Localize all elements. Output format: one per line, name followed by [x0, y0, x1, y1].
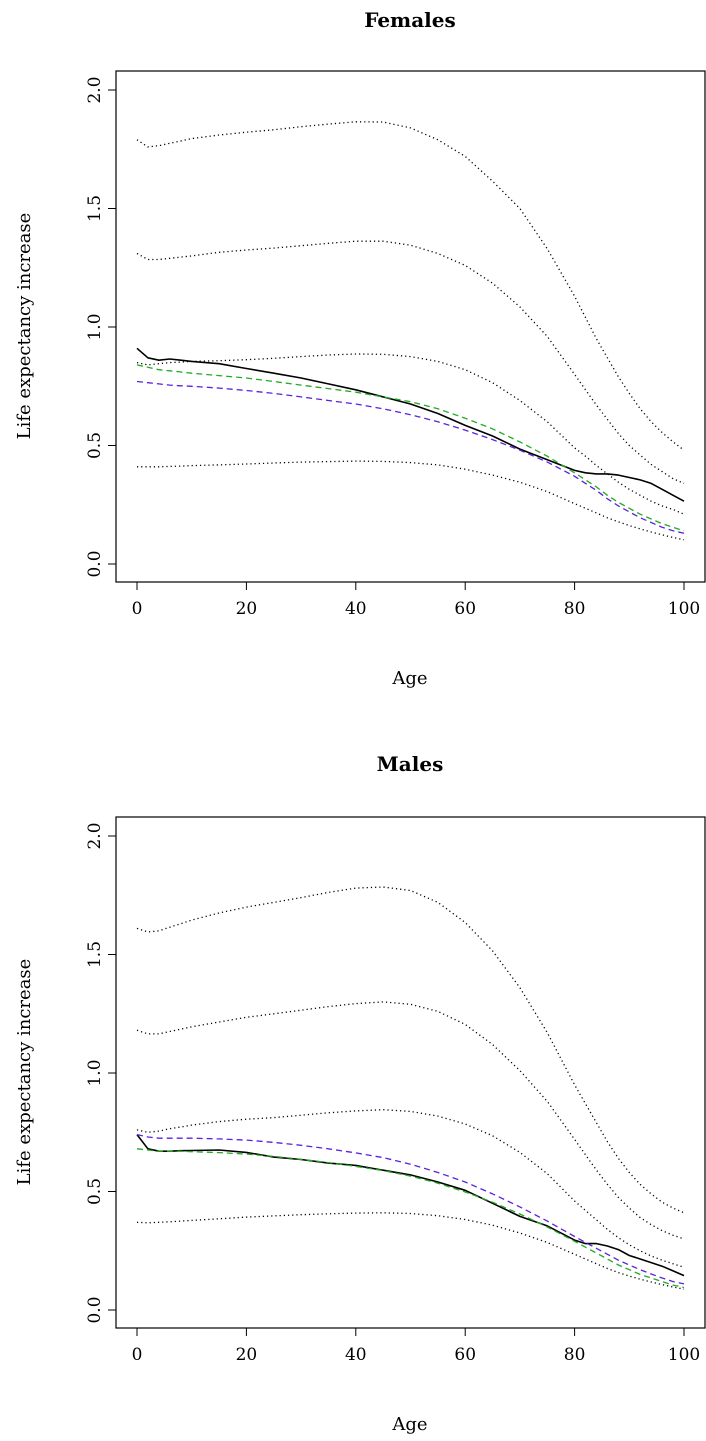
- plot-frame: [115, 816, 706, 1329]
- series-line-solid-0: [136, 347, 685, 502]
- x-tick-label: 0: [132, 1345, 143, 1365]
- x-tick-label: 20: [236, 1345, 258, 1365]
- series-lines: [136, 886, 685, 1290]
- x-tick-label: 80: [564, 599, 586, 619]
- y-tick-label: 1.0: [85, 1059, 105, 1086]
- series-line-dotted-6: [136, 121, 685, 451]
- y-tick-label: 0.0: [85, 550, 105, 577]
- x-tick-label: 40: [345, 599, 367, 619]
- series-line-dotted-3: [137, 460, 685, 541]
- y-tick-label: 1.5: [85, 195, 105, 222]
- x-axis-label: Age: [391, 1414, 427, 1435]
- y-tick-label: 0.5: [85, 432, 105, 459]
- series-line-dashed-2: [136, 380, 685, 534]
- chart-title: Females: [364, 8, 456, 32]
- series-lines: [136, 121, 685, 541]
- y-tick-label: 2.0: [85, 76, 105, 103]
- series-line-dotted-5: [136, 240, 685, 484]
- x-tick-label: 100: [668, 599, 700, 619]
- axis-ticks: 0 20 40 60 80 100 0.0 0.5 1.0 1.5 2.0: [85, 822, 700, 1365]
- series-line-dotted-4: [136, 353, 685, 515]
- y-axis-label: Life expectancy increase: [14, 959, 35, 1186]
- x-tick-label: 40: [345, 1345, 367, 1365]
- x-tick-label: 60: [454, 1345, 476, 1365]
- series-line-dashed-1: [136, 364, 685, 532]
- series-line-dashed-2: [136, 1133, 685, 1285]
- y-tick-label: 1.5: [85, 941, 105, 968]
- series-line-dotted-5: [136, 1001, 685, 1240]
- x-tick-label: 20: [236, 599, 258, 619]
- series-line-dotted-6: [136, 886, 685, 1214]
- y-tick-label: 2.0: [85, 822, 105, 849]
- y-axis-label: Life expectancy increase: [14, 213, 35, 440]
- series-line-dotted-3: [136, 1212, 685, 1290]
- series-line-dotted-4: [136, 1109, 685, 1268]
- x-tick-label: 100: [668, 1345, 700, 1365]
- x-axis-label: Age: [391, 668, 427, 689]
- x-tick-label: 60: [454, 599, 476, 619]
- y-tick-label: 0.0: [85, 1296, 105, 1323]
- series-line-solid-0: [136, 1134, 685, 1277]
- chart-title: Males: [377, 752, 444, 776]
- axis-ticks: 0 20 40 60 80 100 0.0 0.5 1.0 1.5 2.0: [85, 76, 700, 619]
- x-tick-label: 80: [564, 1345, 586, 1365]
- females-panel: Females Age Life expectancy increase 0 20…: [14, 8, 706, 689]
- males-panel: Males Age Life expectancy increase 0 20 40…: [14, 752, 706, 1435]
- x-tick-label: 0: [132, 599, 143, 619]
- y-tick-label: 0.5: [85, 1178, 105, 1205]
- series-line-dashed-1: [136, 1148, 685, 1289]
- y-tick-label: 1.0: [85, 313, 105, 340]
